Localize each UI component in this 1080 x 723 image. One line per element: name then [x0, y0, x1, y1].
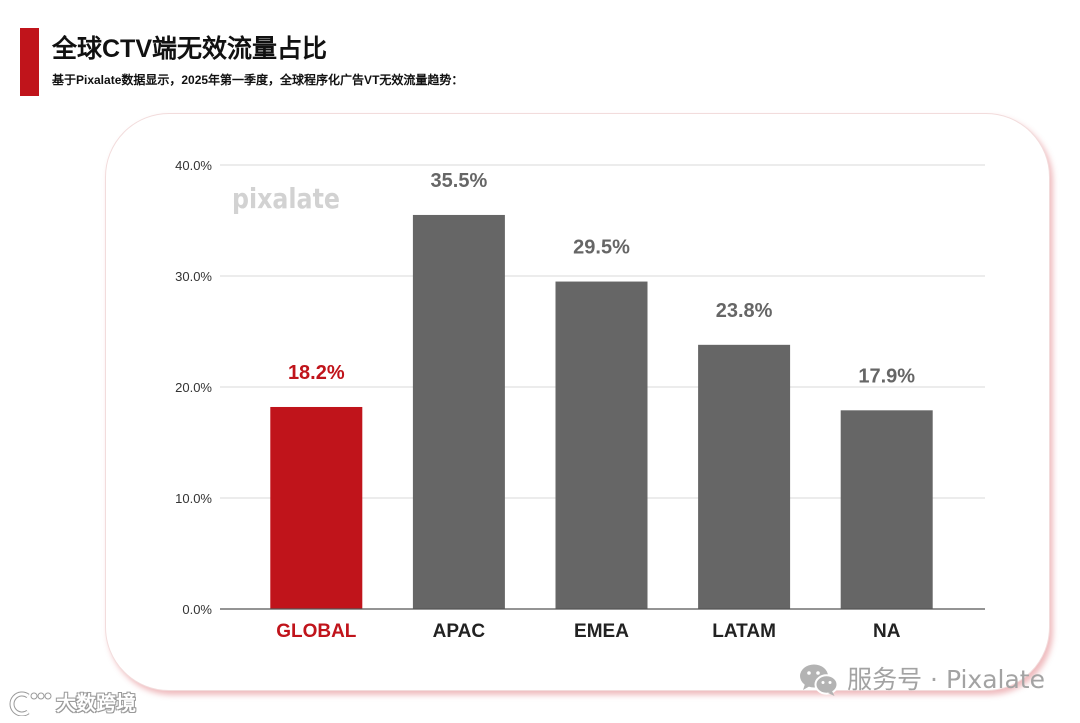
data-label: 35.5%: [431, 170, 488, 192]
title-accent-bar: [20, 28, 39, 96]
category-label: EMEA: [574, 621, 629, 642]
corner-logo-text: 大数跨境: [56, 691, 136, 715]
data-label: 23.8%: [716, 300, 773, 322]
bar-emea: [555, 281, 648, 609]
y-tick-label: 0.0%: [182, 602, 212, 617]
page-subtitle: 基于Pixalate数据显示，2025年第一季度，全球程序化广告VT无效流量趋势…: [52, 73, 464, 87]
wechat-icon: [799, 663, 839, 697]
data-labels: 18.2% 35.5% 29.5% 23.8% 17.9%: [288, 170, 915, 387]
category-label: NA: [873, 621, 901, 642]
bar-apac: [412, 214, 505, 609]
bars: [270, 214, 933, 609]
y-tick-label: 40.0%: [175, 158, 212, 173]
wechat-account-watermark: 服务号 · Pixalate: [799, 663, 1045, 697]
bar-na: [840, 410, 933, 609]
category-label: APAC: [433, 621, 486, 642]
y-axis-tick-labels: 0.0% 10.0% 20.0% 30.0% 40.0%: [175, 158, 212, 617]
y-tick-label: 30.0%: [175, 269, 212, 284]
x-axis-category-labels: GLOBAL APAC EMEA LATAM NA: [276, 621, 901, 642]
category-label: LATAM: [712, 621, 776, 642]
page-title: 全球CTV端无效流量占比: [52, 35, 328, 63]
dashu-logo-icon: [8, 690, 52, 717]
pixalate-watermark-logo: pixalate: [232, 182, 340, 215]
corner-logo-watermark: 大数跨境: [8, 690, 136, 717]
data-label: 17.9%: [858, 365, 915, 387]
bar-latam: [698, 344, 791, 609]
y-tick-label: 10.0%: [175, 491, 212, 506]
wechat-account-name: 服务号 · Pixalate: [847, 665, 1045, 694]
y-tick-label: 20.0%: [175, 380, 212, 395]
data-label: 18.2%: [288, 362, 345, 384]
category-label: GLOBAL: [276, 621, 357, 642]
data-label: 29.5%: [573, 237, 630, 259]
bar-global: [270, 406, 363, 609]
